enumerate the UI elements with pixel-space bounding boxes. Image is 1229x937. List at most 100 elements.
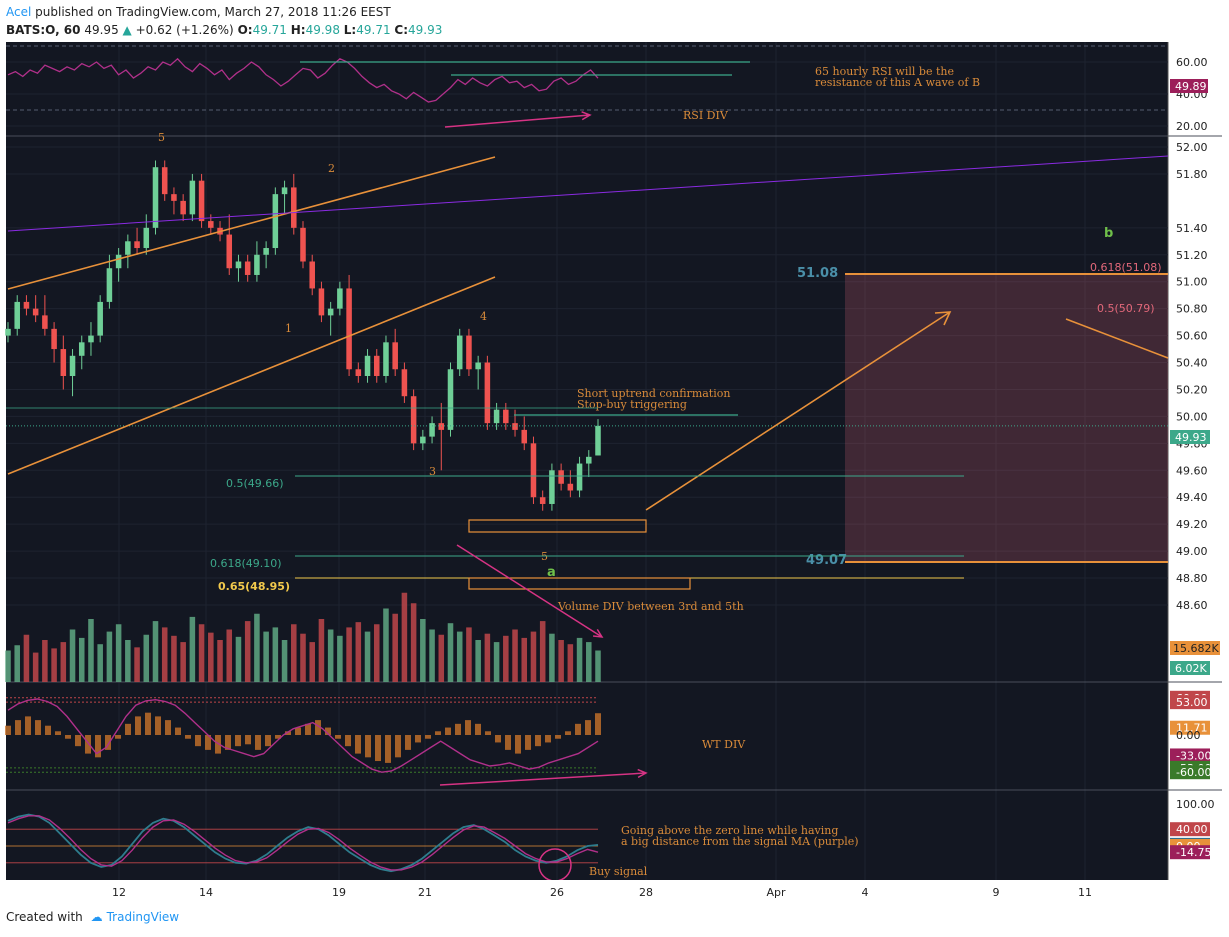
volume-bar: [14, 645, 20, 682]
price-tick-2: 51.40: [1176, 222, 1208, 235]
volume-bar: [373, 624, 380, 682]
buy-signal-label: Buy signal: [589, 865, 648, 878]
candle-body: [208, 221, 214, 228]
wt-histogram-bar: [565, 731, 571, 735]
volume-bar: [493, 642, 500, 682]
projection-arrow: [645, 311, 951, 511]
wt-histogram-bar: [535, 735, 541, 747]
open-label: O:: [237, 23, 253, 37]
volume-div-arrow: [456, 544, 603, 638]
symbol-label: BATS:O, 60: [6, 23, 81, 37]
wt-histogram-bar: [5, 725, 11, 735]
candle-body: [88, 335, 94, 343]
wt-tick-4: -33.00: [1176, 749, 1211, 762]
price-tick-1: 51.80: [1176, 168, 1208, 181]
channel-lower: [7, 276, 496, 475]
candle-body: [420, 436, 426, 444]
volume-bar: [392, 613, 398, 682]
volume-bar: [327, 629, 334, 682]
wt-histogram-bar: [305, 723, 311, 735]
candle-body: [69, 355, 76, 376]
volume-badge-1: 15.682K: [1173, 642, 1219, 655]
volume-bar: [364, 631, 371, 682]
wt-badge-bg-6: [1170, 765, 1210, 780]
wave-label-5-top: 5: [158, 131, 165, 144]
wt-histogram-bar: [105, 735, 111, 750]
volume-bar: [161, 627, 168, 682]
tradingview-link[interactable]: TradingView: [106, 910, 180, 924]
candle-body: [78, 342, 85, 356]
price-change: +0.62 (+1.26%): [135, 23, 234, 37]
volume-bar: [254, 613, 260, 682]
price-tick-11: 49.60: [1176, 464, 1208, 477]
price-tick-8: 50.20: [1176, 383, 1208, 396]
volume-bar: [300, 633, 306, 682]
high-value: 49.98: [305, 23, 340, 37]
wt-histogram-bar: [65, 735, 71, 739]
wt-histogram-bar: [185, 735, 191, 739]
footer: Created with ☁ TradingView: [6, 910, 179, 924]
volume-bar: [438, 634, 445, 682]
volume-bar: [60, 642, 67, 682]
wt-histogram-bar: [445, 727, 451, 735]
volume-bar: [383, 608, 389, 682]
volume-bar: [235, 636, 242, 682]
candle-body: [97, 301, 103, 336]
candle-body: [106, 268, 113, 302]
open-value: 49.71: [252, 23, 287, 37]
candle-body: [392, 342, 398, 370]
volume-bars: [5, 592, 601, 682]
candle-body: [429, 423, 435, 437]
volume-bar: [272, 627, 279, 682]
osc-tick-0: 100.00: [1176, 798, 1215, 811]
volume-bar: [420, 619, 426, 682]
wt-histogram-bar: [255, 735, 261, 750]
time-axis-background: [6, 880, 1222, 902]
rsi-annotation-line2: resistance of this A wave of B: [815, 76, 980, 89]
zone-bottom-label: 49.07: [806, 553, 847, 568]
candle-body: [291, 187, 297, 228]
volume-bar: [576, 637, 583, 682]
time-tick-0: 12: [112, 886, 126, 899]
osc-annotation-line1: Going above the zero line while having: [621, 824, 838, 837]
wt-histogram-bar: [485, 731, 491, 735]
volume-bar: [281, 640, 288, 682]
wt-histogram-bar: [195, 735, 201, 747]
wt-histogram-bar: [85, 735, 91, 754]
fib-target-05-label: 0.5(50.79): [1097, 302, 1155, 315]
author-link[interactable]: Acel: [6, 5, 32, 19]
volume-bar: [51, 648, 57, 682]
time-tick-2: 19: [332, 886, 346, 899]
candle-body: [512, 423, 518, 430]
candle-body: [364, 355, 371, 376]
support-box-upper: [468, 519, 647, 533]
price-axis-background: [1168, 42, 1222, 880]
candle-body: [42, 315, 48, 329]
volume-bar: [309, 642, 315, 682]
time-tick-3: 21: [418, 886, 432, 899]
wt-histogram-bar: [545, 735, 551, 743]
volume-bar: [198, 624, 205, 682]
price-tick-3: 51.20: [1176, 249, 1208, 262]
wt-histogram-bar: [375, 735, 381, 762]
wt-histogram-bar: [175, 727, 181, 735]
up-arrow-icon: ▲: [122, 23, 132, 37]
wt-histogram-bar: [515, 735, 521, 754]
rsi-div-label: RSI DIV: [683, 109, 729, 122]
header-line-publish: Acel published on TradingView.com, March…: [6, 5, 391, 19]
candle-body: [51, 328, 57, 350]
volume-bar: [69, 629, 76, 682]
uptrend-annotation-line1: Short uptrend confirmation: [577, 387, 730, 400]
wt-histogram-bar: [95, 735, 101, 758]
wt-histogram-bar: [335, 735, 341, 739]
wt-histogram-bar: [345, 735, 351, 747]
volume-bar: [355, 622, 362, 682]
candle-body: [586, 456, 592, 464]
volume-div-arrow-head-icon: [593, 629, 604, 638]
wt-histogram-bar: [35, 720, 41, 735]
grid-lines: [118, 42, 1086, 880]
candle-body: [152, 167, 159, 228]
price-tick-7: 50.40: [1176, 357, 1208, 370]
volume-bar: [125, 640, 131, 682]
